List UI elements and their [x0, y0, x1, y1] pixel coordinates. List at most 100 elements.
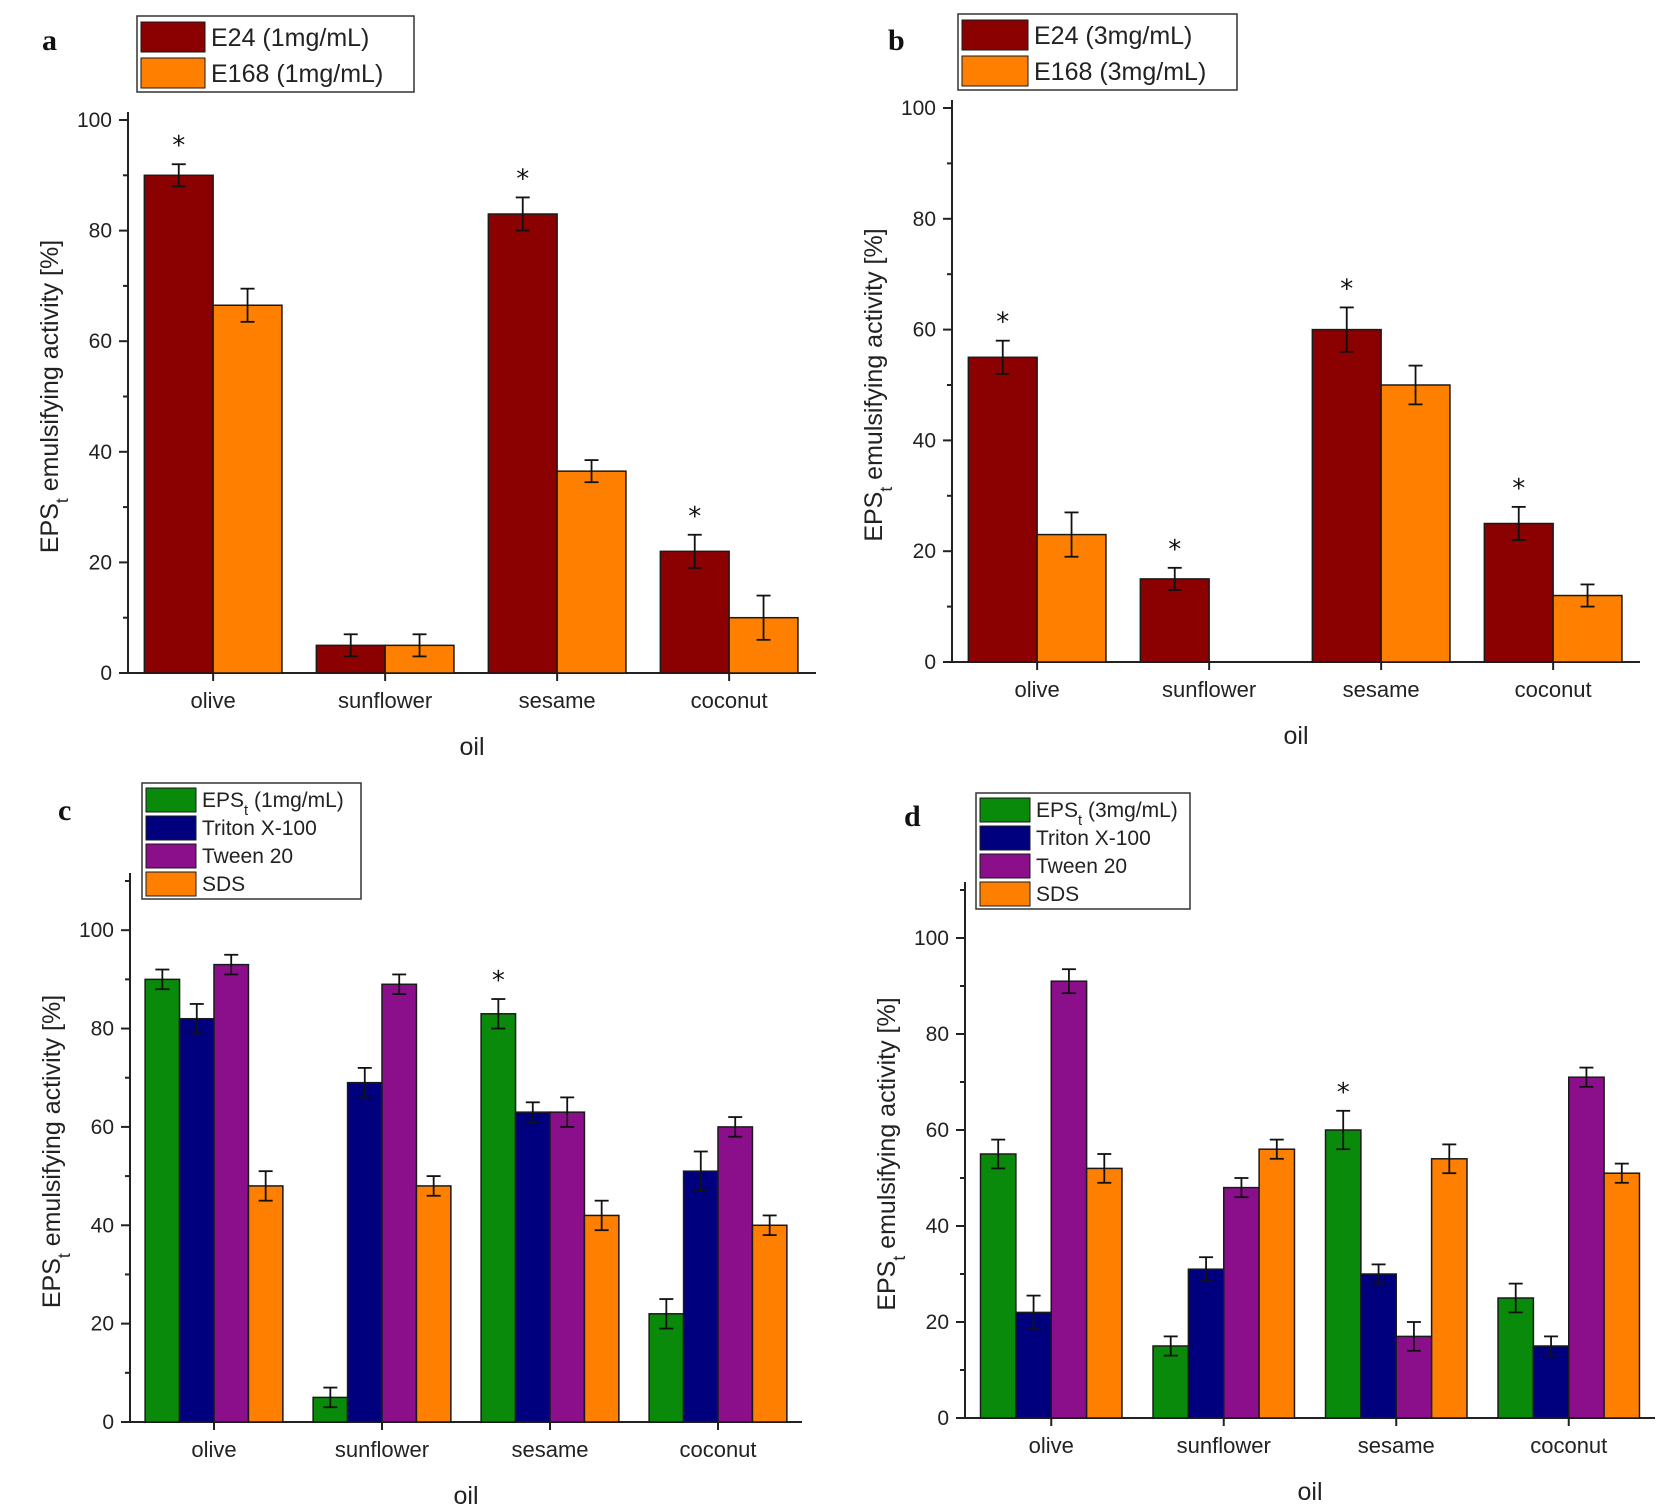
bar-coconut-3 — [1603, 1172, 1641, 1419]
legend-swatch-0 — [979, 797, 1031, 823]
y-axis-title-sub: t — [52, 498, 72, 503]
significance-star: * — [688, 502, 701, 532]
bar-sunflower-1 — [1187, 1268, 1225, 1419]
y-tick-label: 40 — [926, 1215, 949, 1238]
category-label-sunflower: sunflower — [1177, 1433, 1271, 1458]
bar-olive-3 — [247, 1185, 284, 1423]
bar-sesame-1 — [1380, 384, 1451, 663]
significance-star: * — [172, 131, 185, 161]
legend-label-0: E24 (3mg/mL) — [1034, 22, 1192, 50]
legend-label-2-main: Tween 20 — [202, 845, 293, 868]
bar-olive-0 — [144, 978, 181, 1423]
y-tick-label: 80 — [89, 220, 112, 243]
legend-label-3-main: SDS — [1036, 883, 1079, 906]
legend-label-0-main: E24 (1mg/mL) — [211, 24, 369, 52]
category-label-olive: olive — [1015, 677, 1060, 702]
legend-swatch-1 — [979, 825, 1031, 851]
legend-swatch-0 — [145, 787, 197, 813]
y-tick-label: 20 — [89, 551, 112, 574]
bar-coconut-2 — [717, 1126, 754, 1423]
y-tick-label: 20 — [913, 540, 936, 563]
legend-label-0-rest: (1mg/mL) — [248, 789, 344, 812]
panel-b: b 0 20 40 60 80 100 EPSt emulsifying activity [… — [860, 13, 1640, 750]
bar-sesame-0 — [1324, 1129, 1362, 1419]
panel-letter: d — [904, 800, 921, 833]
y-axis-title-sub: t — [54, 1253, 74, 1258]
legend-label-1-main: Triton X-100 — [202, 817, 317, 840]
y-axis-title-rest: emulsifying activity [%] — [860, 228, 888, 486]
y-tick-label: 20 — [91, 1313, 114, 1336]
significance-star: * — [996, 308, 1009, 338]
x-axis-title: oil — [459, 733, 484, 761]
legend-swatch-2 — [979, 853, 1031, 879]
bar-sesame-3 — [583, 1214, 620, 1423]
y-tick-label: 20 — [926, 1311, 949, 1334]
panel-letter: c — [58, 794, 71, 827]
legend-label-0: E24 (1mg/mL) — [211, 24, 369, 52]
legend-label-1: Triton X-100 — [1036, 827, 1151, 850]
y-axis-title: EPSt emulsifying activity [%] — [36, 240, 72, 553]
legend-label-1: E168 (3mg/mL) — [1034, 58, 1206, 86]
legend-label-3-main: SDS — [202, 873, 245, 896]
legend-label-1-main: Triton X-100 — [1036, 827, 1151, 850]
y-tick-label: 60 — [91, 1116, 114, 1139]
legend-label-1: E168 (1mg/mL) — [211, 60, 383, 88]
legend-label-2-main: Tween 20 — [1036, 855, 1127, 878]
legend-label-3: SDS — [1036, 883, 1079, 906]
y-tick-label: 60 — [913, 319, 936, 342]
legend-swatch-1 — [961, 55, 1029, 87]
category-label-coconut: coconut — [1530, 1433, 1607, 1458]
bar-olive-0 — [979, 1153, 1017, 1419]
legend-label-0-sub: t — [1078, 813, 1082, 829]
bar-sunflower-2 — [381, 983, 418, 1423]
y-tick-label: 0 — [924, 651, 936, 674]
y-tick-label: 40 — [91, 1214, 114, 1237]
bar-coconut-0 — [1483, 522, 1554, 663]
y-axis-title: EPSt emulsifying activity [%] — [860, 228, 896, 541]
legend-label-0-rest: (3mg/mL) — [1082, 799, 1178, 822]
legend-label-0-main: E24 (3mg/mL) — [1034, 22, 1192, 50]
bar-sunflower-0 — [1139, 578, 1210, 663]
category-label-olive: olive — [191, 688, 236, 713]
y-tick-label: 0 — [937, 1407, 949, 1430]
bar-olive-1 — [212, 304, 283, 674]
category-label-sunflower: sunflower — [338, 688, 432, 713]
x-axis-title: oil — [1297, 1478, 1322, 1506]
significance-star: * — [1340, 274, 1353, 304]
bar-sunflower-3 — [1258, 1148, 1296, 1419]
category-label-sesame: sesame — [1343, 677, 1420, 702]
legend-swatch-3 — [145, 871, 197, 897]
bar-olive-3 — [1085, 1167, 1123, 1419]
category-label-coconut: coconut — [1515, 677, 1592, 702]
y-axis-title-rest: emulsifying activity [%] — [38, 995, 66, 1253]
y-axis-title-rest: emulsifying activity [%] — [873, 997, 901, 1255]
category-label-sunflower: sunflower — [335, 1437, 429, 1462]
bar-sunflower-1 — [346, 1081, 383, 1423]
bar-sunflower-0 — [1152, 1345, 1190, 1419]
y-axis-title-main: EPS — [873, 1261, 901, 1311]
legend-label-1-main: E168 (3mg/mL) — [1034, 58, 1206, 86]
significance-star: * — [1168, 535, 1181, 565]
legend-label-0-main: EPS — [1036, 799, 1078, 822]
y-axis-title-sub: t — [889, 1256, 909, 1261]
significance-star: * — [1512, 474, 1525, 504]
legend-label-0-sub: t — [244, 803, 248, 819]
panel-letter: a — [42, 24, 57, 57]
category-label-sesame: sesame — [511, 1437, 588, 1462]
x-axis-title: oil — [453, 1482, 478, 1507]
y-tick-label: 80 — [913, 208, 936, 231]
y-axis-title-main: EPS — [38, 1258, 66, 1308]
bar-coconut-1 — [682, 1170, 719, 1423]
legend-label-1-main: E168 (1mg/mL) — [211, 60, 383, 88]
bar-olive-2 — [213, 963, 250, 1423]
y-tick-label: 80 — [926, 1023, 949, 1046]
significance-star: * — [492, 966, 505, 996]
bar-coconut-1 — [1532, 1345, 1570, 1419]
bar-sunflower-2 — [1223, 1186, 1260, 1419]
bar-coconut-2 — [1568, 1076, 1605, 1419]
y-tick-label: 40 — [913, 429, 936, 452]
significance-star: * — [516, 164, 529, 194]
